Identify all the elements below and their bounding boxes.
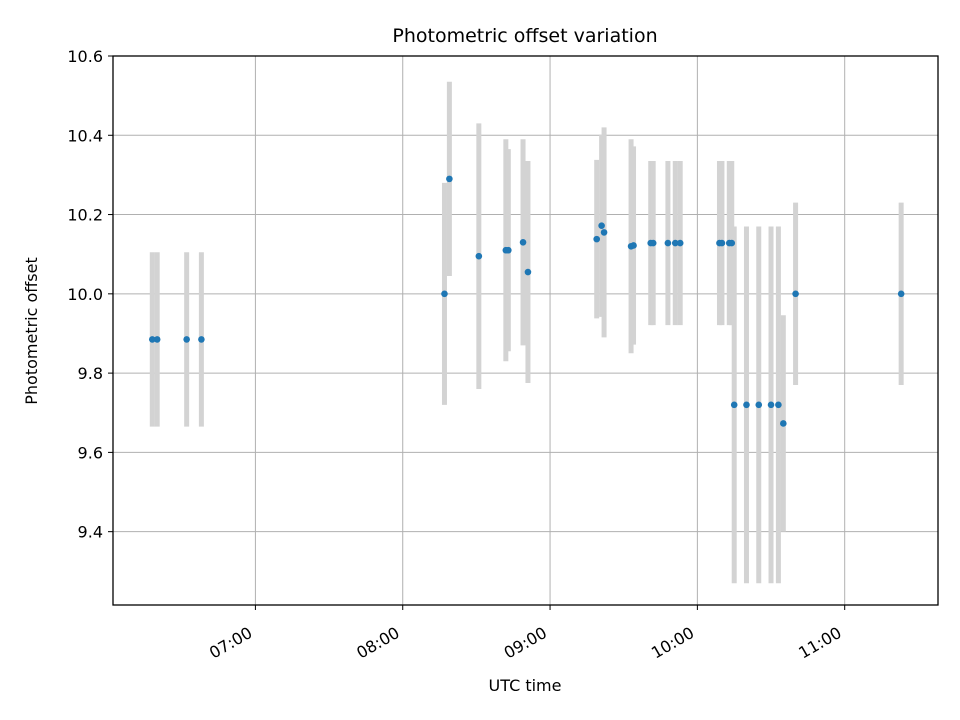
data-point <box>780 420 787 427</box>
y-axis-ticks: 9.4 9.6 9.8 10.0 10.2 10.4 10.6 <box>67 47 113 542</box>
y-tick-label: 10.6 <box>67 47 103 66</box>
chart-title: Photometric offset variation <box>392 25 657 47</box>
y-axis-label: Photometric offset <box>22 257 41 405</box>
y-tick-label: 9.4 <box>78 523 103 542</box>
data-point <box>441 290 448 298</box>
data-point <box>671 239 679 247</box>
x-axis-label: UTC time <box>489 676 562 695</box>
data-point <box>593 235 601 243</box>
y-tick-label: 10.0 <box>67 285 103 304</box>
x-tick-label: 10:00 <box>648 623 697 663</box>
data-point <box>505 246 512 254</box>
data-point <box>519 239 527 246</box>
data-point <box>730 401 738 409</box>
x-axis-ticks: 07:00 08:00 09:00 10:00 11:00 <box>206 605 846 663</box>
data-point <box>630 242 637 249</box>
plot-frame <box>112 55 939 606</box>
x-tick-label: 08:00 <box>353 623 402 663</box>
data-point <box>148 336 156 343</box>
data-points <box>148 175 905 427</box>
data-point <box>598 222 605 229</box>
data-point <box>524 268 532 276</box>
x-tick-label: 09:00 <box>501 623 550 663</box>
data-point <box>153 336 161 343</box>
error-bars <box>149 81 904 584</box>
data-point <box>755 401 763 409</box>
y-tick-label: 10.2 <box>67 206 103 225</box>
data-point <box>775 401 782 409</box>
x-tick-label: 07:00 <box>206 623 255 663</box>
y-tick-label: 9.6 <box>78 443 103 462</box>
data-point <box>792 290 799 298</box>
data-point <box>728 239 736 247</box>
y-tick-label: 9.8 <box>78 364 103 383</box>
x-tick-label: 11:00 <box>795 623 844 663</box>
data-point <box>743 401 750 409</box>
data-point <box>600 229 608 236</box>
data-point <box>475 252 483 260</box>
data-point <box>198 336 205 343</box>
data-point <box>649 239 657 247</box>
data-point <box>718 239 726 247</box>
data-point <box>676 239 684 247</box>
y-tick-label: 10.4 <box>67 126 103 145</box>
data-point <box>446 175 453 183</box>
data-point <box>897 290 905 298</box>
data-point <box>183 336 190 343</box>
data-point <box>767 401 775 409</box>
data-point <box>664 239 672 247</box>
